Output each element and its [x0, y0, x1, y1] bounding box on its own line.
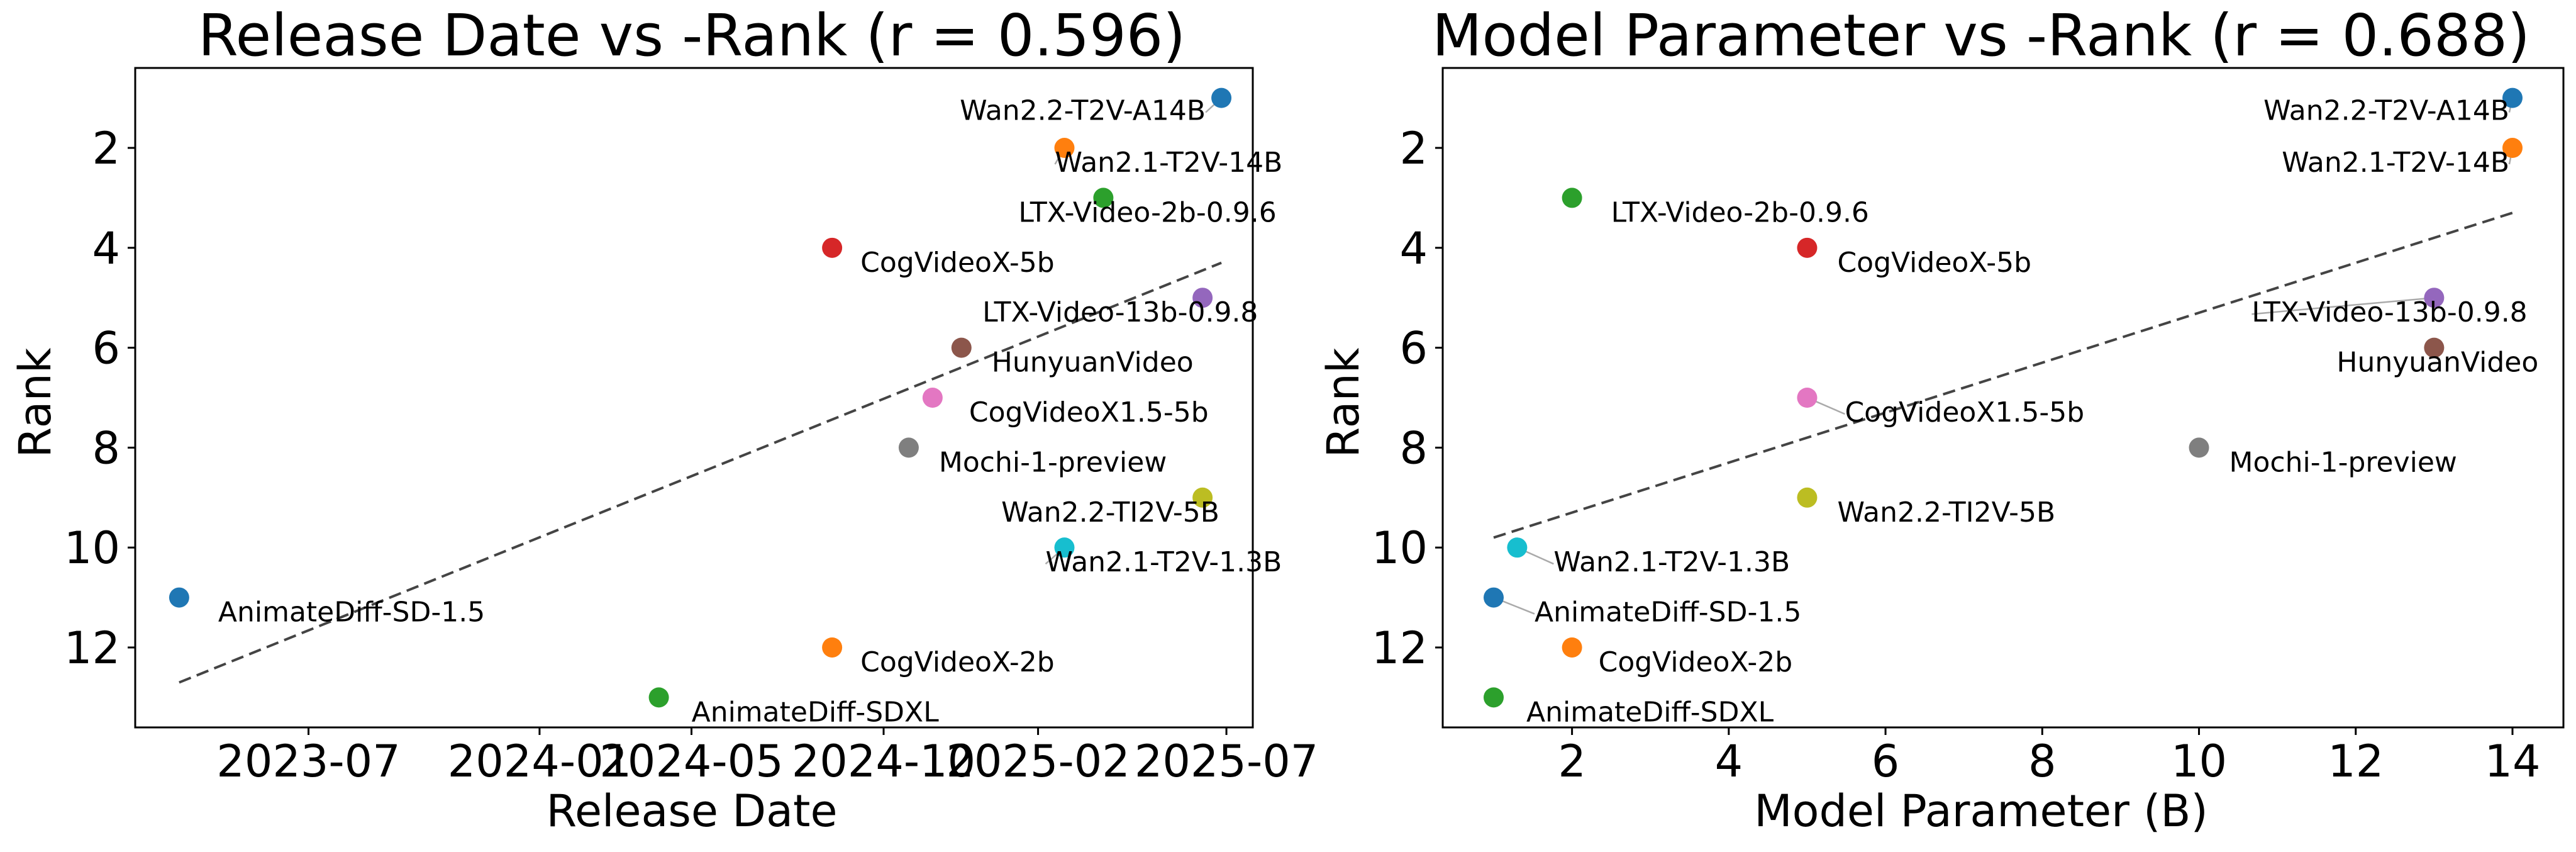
point-label: Wan2.2-T2V-A14B	[2263, 95, 2509, 127]
x-tick-label: 6	[1872, 736, 1900, 787]
point-label: Mochi-1-preview	[2229, 446, 2457, 478]
data-point	[1507, 537, 1528, 558]
trend-line	[179, 261, 1222, 684]
x-tick-label: 12	[2328, 736, 2384, 787]
data-point	[2502, 87, 2523, 108]
y-tick-label: 6	[92, 323, 120, 374]
point-label: AnimateDiff-SDXL	[1526, 696, 1774, 728]
chart-title: Release Date vs -Rank (r = 0.596)	[198, 2, 1185, 69]
y-axis-label: Rank	[1318, 347, 1369, 457]
y-tick-label: 6	[1399, 323, 1428, 374]
data-point	[1054, 138, 1075, 159]
point-label: CogVideoX-5b	[1837, 247, 2031, 279]
point-label: Wan2.1-T2V-1.3B	[1046, 546, 1282, 578]
data-point	[898, 437, 919, 458]
point-label: CogVideoX-5b	[860, 247, 1055, 279]
data-point	[1797, 388, 1818, 408]
plot-frame	[1441, 67, 2565, 729]
data-point	[1797, 487, 1818, 508]
data-point	[1192, 288, 1213, 308]
point-label: Wan2.2-T2V-A14B	[960, 95, 1206, 127]
y-tick-label: 10	[1372, 522, 1428, 574]
x-tick-label: 14	[2484, 736, 2540, 787]
y-tick-label: 8	[92, 422, 120, 474]
data-point	[648, 687, 669, 708]
x-tick-label: 2024-10	[792, 736, 975, 787]
data-point	[1797, 237, 1818, 258]
data-point	[1192, 487, 1213, 508]
point-label: LTX-Video-2b-0.9.6	[1018, 196, 1276, 228]
point-label: Mochi-1-preview	[939, 446, 1167, 478]
x-tick-label: 4	[1715, 736, 1743, 787]
data-point	[951, 337, 972, 358]
data-point	[2189, 437, 2209, 458]
x-tick-label: 2	[1558, 736, 1586, 787]
release-date-panel: Release Date vs -Rank (r = 0.596) Releas…	[9, 2, 1318, 837]
y-tick-label: 4	[1399, 223, 1428, 274]
y-axis-label: Rank	[9, 347, 61, 457]
data-point	[1211, 87, 1232, 108]
data-point	[2424, 288, 2445, 308]
x-ticks: 2 4 6 8 10 12 14	[1558, 727, 2541, 787]
y-tick-label: 12	[1372, 622, 1428, 674]
point-label: AnimateDiff-SD-1.5	[218, 597, 485, 629]
data-point	[2424, 337, 2445, 358]
chart-title: Model Parameter vs -Rank (r = 0.688)	[1432, 2, 2530, 69]
trend-line	[1493, 211, 2513, 539]
data-points: Wan2.2-T2V-A14B Wan2.1-T2V-14B LTX-Video-2…	[169, 87, 1283, 728]
data-point	[1562, 637, 1582, 658]
y-tick-label: 8	[1399, 422, 1428, 474]
data-point	[822, 637, 843, 658]
y-tick-label: 2	[1399, 123, 1428, 174]
point-label: LTX-Video-13b-0.9.8	[2251, 296, 2527, 328]
y-ticks: 2 4 6 8 10 12	[64, 123, 135, 674]
x-tick-label: 2024-01	[448, 736, 631, 787]
x-axis-label: Release Date	[546, 785, 837, 837]
point-label: CogVideoX-2b	[860, 646, 1055, 678]
data-point	[822, 237, 843, 258]
point-label: AnimateDiff-SDXL	[692, 696, 940, 728]
y-tick-label: 2	[92, 123, 120, 174]
point-label: HunyuanVideo	[2336, 347, 2538, 379]
x-tick-label: 8	[2028, 736, 2057, 787]
data-point	[1562, 188, 1582, 208]
x-tick-label: 10	[2171, 736, 2227, 787]
point-label: CogVideoX1.5-5b	[1845, 396, 2084, 429]
data-point	[1093, 188, 1114, 208]
y-ticks: 2 4 6 8 10 12	[1372, 123, 1443, 674]
point-label: AnimateDiff-SD-1.5	[1535, 597, 1801, 629]
point-label: LTX-Video-13b-0.9.8	[982, 296, 1258, 328]
x-tick-label: 2025-07	[1135, 736, 1318, 787]
y-tick-label: 12	[64, 622, 120, 674]
x-tick-label: 2023-07	[216, 736, 400, 787]
data-point	[1484, 687, 1504, 708]
data-point	[1484, 587, 1504, 608]
data-points: Wan2.2-T2V-A14B Wan2.1-T2V-14B LTX-Video-2…	[1484, 87, 2538, 728]
data-point	[1054, 537, 1075, 558]
x-tick-label: 2024-05	[599, 736, 783, 787]
point-label: Wan2.1-T2V-1.3B	[1553, 546, 1790, 578]
plot-frame	[134, 67, 1254, 729]
point-label: Wan2.1-T2V-14B	[1055, 147, 1283, 179]
annotation-connector	[2251, 296, 2434, 315]
point-label: CogVideoX-2b	[1599, 646, 1793, 678]
point-label: Wan2.2-TI2V-5B	[1837, 496, 2055, 529]
point-label: LTX-Video-2b-0.9.6	[1611, 196, 1869, 228]
point-label: HunyuanVideo	[992, 347, 1194, 379]
model-parameter-panel: Model Parameter vs -Rank (r = 0.688) Mod…	[1318, 2, 2565, 837]
y-tick-label: 4	[92, 223, 120, 274]
point-label: Wan2.2-TI2V-5B	[1001, 496, 1219, 529]
point-label: CogVideoX1.5-5b	[969, 396, 1209, 429]
y-tick-label: 10	[64, 522, 120, 574]
x-axis-label: Model Parameter (B)	[1754, 785, 2208, 837]
data-point	[2502, 138, 2523, 159]
point-label: Wan2.1-T2V-14B	[2282, 147, 2509, 179]
data-point	[169, 587, 189, 608]
data-point	[922, 388, 943, 408]
x-tick-label: 2025-02	[946, 736, 1130, 787]
